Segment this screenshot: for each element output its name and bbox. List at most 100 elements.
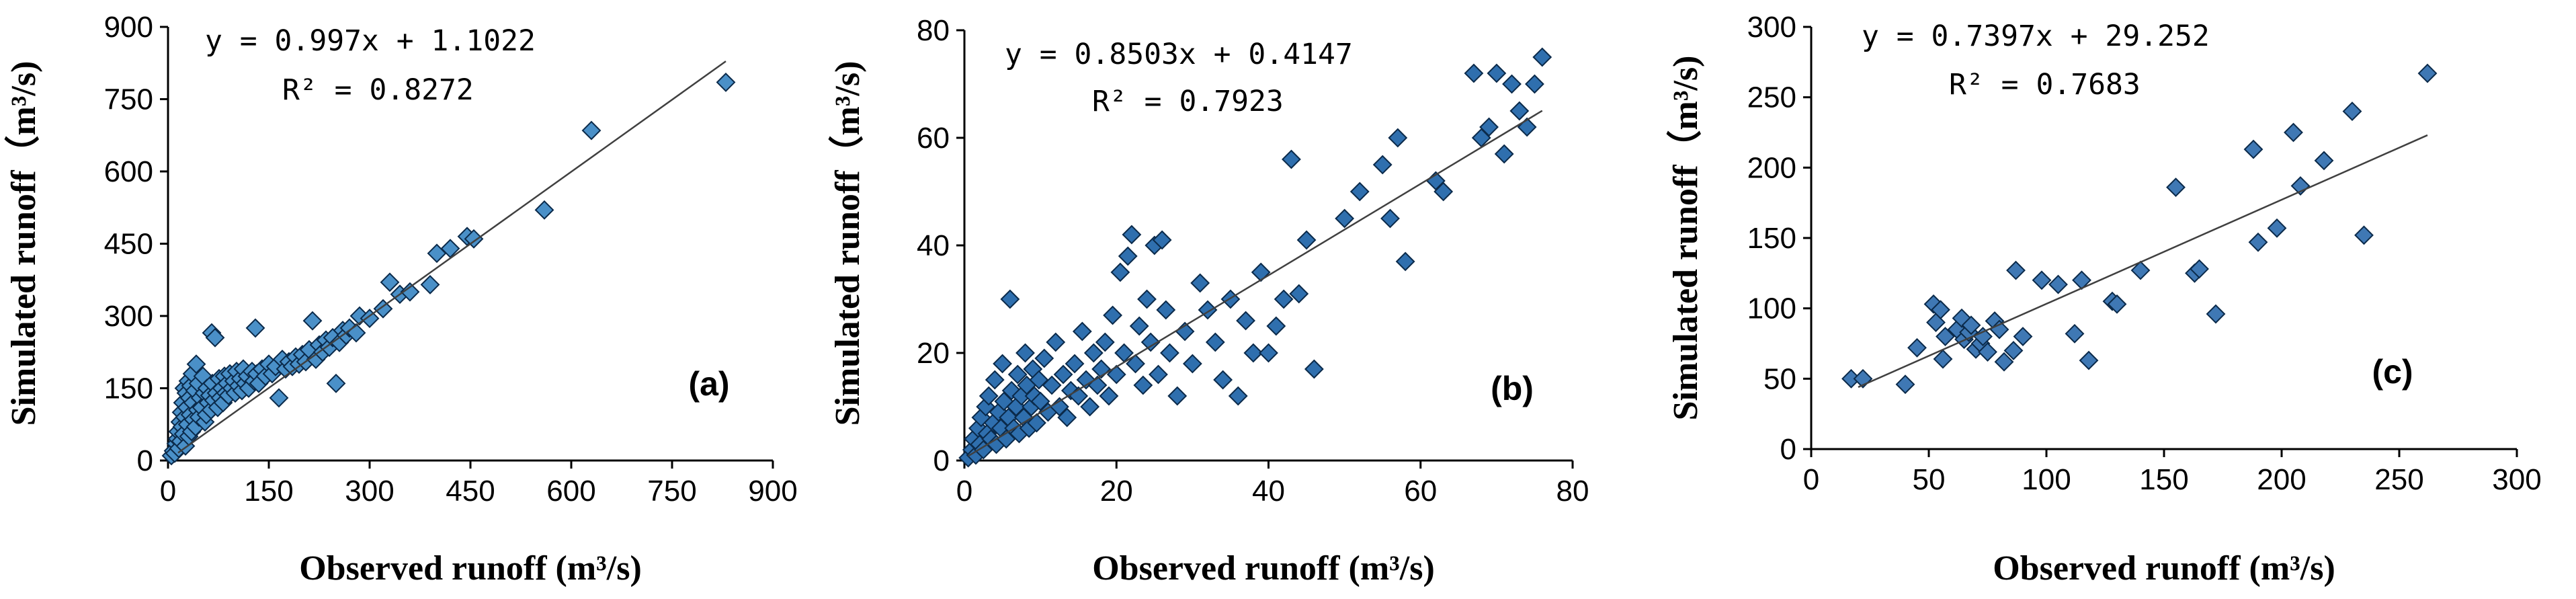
x-tick-label: 600 — [546, 475, 595, 508]
data-point — [360, 309, 380, 328]
data-point — [1434, 182, 1454, 202]
data-point — [1205, 332, 1225, 352]
y-tick-label: 900 — [104, 11, 153, 44]
data-point — [1057, 407, 1077, 428]
x-tick-label: 300 — [2492, 463, 2541, 496]
x-tick-label: 80 — [1556, 475, 1589, 508]
y-tick-label: 300 — [1747, 11, 1796, 44]
y-tick-label: 200 — [1747, 151, 1796, 184]
data-point — [1978, 342, 1997, 362]
data-point — [1259, 343, 1278, 363]
y-tick-label: 0 — [137, 444, 153, 477]
data-point — [2032, 270, 2052, 290]
x-axis-label: Observed runoff (m³/s) — [1993, 549, 2335, 588]
regression-equation: y = 0.7397x + 29.252 — [1862, 19, 2210, 53]
data-point — [380, 272, 400, 292]
data-point — [1532, 47, 1552, 67]
data-point — [1251, 262, 1271, 282]
x-tick-label: 750 — [647, 475, 696, 508]
panel-label: (a) — [688, 365, 729, 403]
data-point — [1266, 316, 1286, 336]
data-point — [1034, 348, 1054, 368]
y-tick-label: 80 — [917, 14, 950, 47]
y-tick-label: 600 — [104, 155, 153, 188]
data-point — [1083, 343, 1104, 363]
data-point — [2006, 260, 2026, 280]
x-axis-label: Observed runoff (m³/s) — [1092, 549, 1435, 588]
data-point — [2248, 232, 2268, 252]
data-point — [1961, 315, 1981, 335]
y-tick-label: 450 — [104, 228, 153, 261]
data-point — [1895, 374, 1915, 395]
data-point — [1007, 364, 1028, 385]
y-tick-label: 40 — [917, 229, 950, 262]
data-point — [1994, 352, 2014, 372]
x-tick-label: 100 — [2022, 463, 2071, 496]
data-point — [2190, 259, 2209, 279]
data-point — [1103, 305, 1123, 325]
data-point — [2107, 294, 2127, 314]
data-point — [1167, 386, 1188, 406]
data-point — [1065, 354, 1085, 374]
y-tick-label: 150 — [104, 372, 153, 405]
data-point — [400, 282, 420, 302]
x-tick-label: 250 — [2374, 463, 2423, 496]
data-point — [2048, 274, 2068, 294]
y-tick-label: 250 — [1747, 81, 1796, 114]
r-squared: R² = 0.8272 — [282, 73, 474, 107]
data-point — [1282, 149, 1301, 169]
data-point — [1182, 354, 1202, 374]
y-tick-label: 150 — [1747, 222, 1796, 255]
y-axis-label: Simulated runoff（m³/s) — [4, 61, 43, 426]
data-point — [1494, 144, 1514, 164]
data-point — [985, 370, 1005, 390]
data-point — [1046, 332, 1066, 352]
data-point — [2013, 327, 2033, 346]
data-point — [2206, 304, 2226, 324]
y-tick-label: 60 — [917, 122, 950, 155]
r-squared: R² = 0.7683 — [1949, 68, 2141, 102]
data-point — [2284, 122, 2303, 143]
data-point — [1487, 63, 1507, 83]
trend-line — [968, 110, 1543, 457]
data-point — [2065, 323, 2085, 344]
data-point — [1464, 63, 1484, 83]
data-point — [326, 373, 346, 393]
y-axis-label: Simulated runoff（m³/s) — [828, 61, 867, 426]
regression-equation: y = 0.997x + 1.1022 — [205, 24, 536, 58]
data-point — [1479, 117, 1499, 137]
data-point — [1380, 208, 1400, 229]
chart-panel-a: 0 150 300 450 600 750 900 0 150 300 450 600 750 900 y… — [4, 11, 798, 588]
data-point — [1129, 316, 1149, 336]
y-tick-label: 50 — [1763, 362, 1796, 395]
x-tick-label: 300 — [345, 475, 394, 508]
data-point — [373, 298, 393, 319]
data-point — [302, 311, 323, 331]
data-point — [2342, 102, 2362, 122]
x-tick-label: 40 — [1252, 475, 1285, 508]
y-tick-label: 0 — [933, 444, 950, 477]
y-tick-label: 20 — [917, 337, 950, 370]
panel-label: (c) — [2372, 353, 2413, 391]
data-point — [1388, 128, 1408, 148]
data-point — [186, 354, 206, 374]
data-point — [1042, 375, 1062, 395]
data-point — [1335, 208, 1355, 229]
y-tick-label: 750 — [104, 83, 153, 116]
panel-label: (b) — [1491, 370, 1534, 407]
regression-equation: y = 0.8503x + 0.4147 — [1005, 38, 1353, 71]
data-point — [1289, 284, 1309, 304]
data-point — [1072, 321, 1092, 342]
data-point — [205, 327, 225, 348]
data-point — [1933, 349, 1953, 369]
x-tick-label: 900 — [748, 475, 797, 508]
data-point — [993, 354, 1012, 374]
data-point — [1395, 251, 1415, 272]
data-point — [269, 388, 289, 408]
data-point — [1140, 332, 1161, 352]
data-point — [1228, 386, 1248, 406]
x-tick-label: 200 — [2257, 463, 2306, 496]
data-point — [1095, 332, 1115, 352]
data-point — [1243, 343, 1263, 363]
